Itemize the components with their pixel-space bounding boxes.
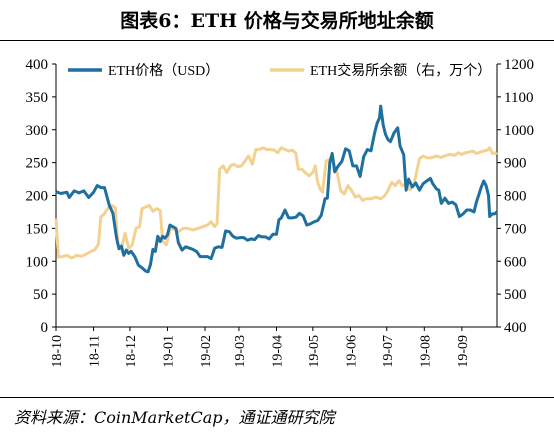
- y-right-tick-label: 700: [504, 221, 527, 237]
- series-line-eth-price: [55, 104, 498, 274]
- chart-legend: ETH价格（USD） ETH交易所余额（右，万个）: [68, 62, 491, 79]
- dual-axis-line-chart: 0 50 100 150 200 250 300 350 400 400 500 600 700 800 9…: [26, 57, 535, 368]
- y-left-tick-label: 350: [26, 90, 49, 106]
- y-left-tick-label: 200: [26, 189, 49, 205]
- x-tick-label: 19-07: [381, 335, 396, 368]
- x-tick-label: 19-02: [199, 335, 214, 368]
- y-left-tick-label: 250: [26, 156, 49, 172]
- source-rule: [0, 397, 554, 398]
- y-right-tick-label: 1000: [504, 123, 534, 139]
- x-tick-label: 19-05: [307, 335, 322, 368]
- title-rule: [0, 40, 554, 41]
- chart-axes: 0 50 100 150 200 250 300 350 400 400 500 600 700 800 9…: [26, 57, 535, 368]
- x-tick-label: 19-03: [233, 335, 248, 368]
- y-right-tick-label: 600: [504, 254, 527, 270]
- y-right-tick-label: 900: [504, 156, 527, 172]
- y-left-tick-label: 100: [26, 254, 49, 270]
- y-left-tick-label: 50: [33, 287, 48, 303]
- y-right-tick-label: 800: [504, 189, 527, 205]
- y-left-tick-label: 300: [26, 123, 49, 139]
- y-right-tick-label: 1100: [504, 90, 533, 106]
- legend-label: ETH价格（USD）: [108, 63, 219, 79]
- figure-title: 图表6：ETH 价格与交易所地址余额: [120, 10, 434, 32]
- y-left-tick-label: 400: [26, 57, 49, 73]
- source-note: 资料来源：CoinMarketCap，通证通研究院: [14, 408, 335, 427]
- y-left-tick-label: 150: [26, 221, 49, 237]
- x-tick-label: 19-08: [418, 335, 433, 368]
- x-tick-label: 18-10: [50, 335, 65, 368]
- series-line-exchange-balance: [54, 146, 498, 260]
- x-tick-label: 19-09: [456, 335, 471, 368]
- x-tick-label: 18-12: [124, 335, 139, 368]
- y-left-tick-label: 0: [41, 320, 49, 336]
- x-tick-label: 19-04: [271, 335, 286, 368]
- y-right-tick-label: 400: [504, 320, 527, 336]
- y-right-tick-label: 500: [504, 287, 527, 303]
- y-right-tick-label: 1200: [504, 57, 534, 73]
- x-tick-label: 19-06: [344, 335, 359, 368]
- chart-series: [54, 104, 498, 274]
- x-tick-label: 19-01: [161, 335, 176, 368]
- x-tick-label: 18-11: [88, 335, 103, 367]
- legend-label: ETH交易所余额（右，万个）: [310, 62, 491, 79]
